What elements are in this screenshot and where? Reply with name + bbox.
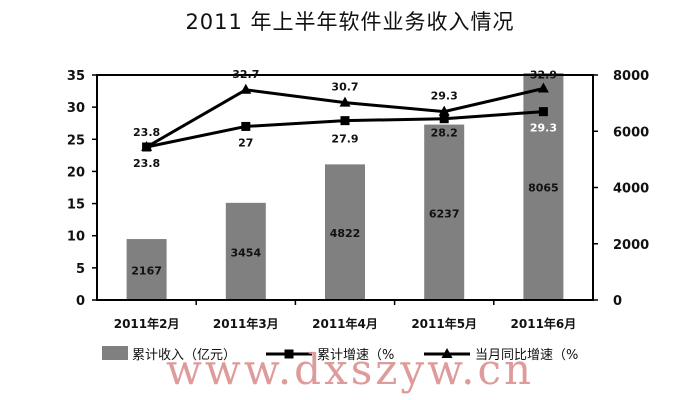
left-axis-tick-label: 20 — [67, 165, 85, 180]
marker-triangle-point — [141, 141, 153, 151]
left-axis-tick-label: 35 — [67, 69, 85, 84]
line-monthly-yoy-growth-label: 32.7 — [232, 68, 259, 81]
line-cumulative-growth-label: 29.3 — [530, 122, 557, 135]
marker-triangle-point — [537, 82, 549, 93]
right-axis-tick-label: 0 — [613, 294, 622, 309]
line-series — [141, 82, 549, 152]
x-axis-category-label: 2011年5月 — [411, 316, 477, 331]
marker-square-point — [538, 107, 548, 117]
bar-data-label: 6237 — [429, 207, 460, 220]
bar-cumulative-revenue — [126, 239, 167, 300]
x-axis-category-label: 2011年3月 — [213, 316, 279, 331]
legend-bar-label: 累计收入（亿元） — [132, 348, 236, 363]
legend: 累计收入（亿元） 累计增速（% 当月同比增速（% — [102, 346, 578, 363]
right-axis-tick-label: 4000 — [613, 182, 649, 197]
left-axis-tick-label: 30 — [67, 101, 85, 116]
marker-triangle-point — [240, 83, 252, 94]
legend-square-marker — [284, 349, 294, 359]
line-cumulative-growth-label: 27.9 — [331, 133, 358, 146]
bar-data-label: 3454 — [230, 246, 261, 259]
line-cumulative-growth-label: 27 — [238, 136, 253, 149]
line-cumulative-growth-label: 28.2 — [431, 127, 458, 140]
legend-triangle-line-label: 当月同比增速（% — [475, 348, 578, 363]
marker-triangle-point — [339, 96, 351, 107]
line-monthly-yoy-growth-label: 29.3 — [431, 90, 458, 103]
marker-square-point — [340, 116, 350, 126]
bar-data-label: 2167 — [131, 265, 162, 278]
line-monthly-yoy-growth-label: 23.8 — [133, 126, 160, 139]
chart-title: 2011 年上半年软件业务收入情况 — [185, 10, 515, 34]
line-cumulative-growth-label: 23.8 — [133, 157, 160, 170]
left-axis-tick-label: 0 — [76, 294, 85, 309]
left-axis-tick-label: 25 — [67, 133, 85, 148]
x-axis-category-label: 2011年2月 — [114, 316, 180, 331]
left-axis-tick-label: 10 — [67, 230, 85, 245]
right-axis-tick-label: 2000 — [613, 238, 649, 253]
bar-cumulative-revenue — [325, 164, 365, 300]
legend-triangle-marker — [441, 348, 453, 358]
marker-triangle-point — [438, 105, 450, 116]
line-monthly-yoy-growth-label: 32.9 — [530, 69, 557, 82]
marker-square-point — [241, 121, 251, 131]
axes: 0 5 10 15 20 25 30 35 0 2000 4000 6000 8000 2011年2月 20… — [67, 69, 649, 331]
bar-series — [126, 73, 564, 300]
right-axis-tick-label: 6000 — [613, 125, 649, 140]
left-axis-tick-label: 5 — [76, 262, 85, 277]
right-axis-tick-label: 8000 — [613, 69, 649, 84]
bar-cumulative-revenue — [225, 202, 266, 300]
x-axis-category-label: 2011年4月 — [312, 316, 378, 331]
left-axis-tick-label: 15 — [67, 198, 85, 213]
bar-data-label: 8065 — [528, 182, 559, 195]
marker-square-point — [439, 114, 449, 124]
line-monthly-yoy-growth-label: 30.7 — [331, 81, 358, 94]
x-axis-category-label: 2011年6月 — [511, 316, 577, 331]
watermark-text: www.dxszyw.cn — [166, 345, 534, 394]
legend-square-line-label: 累计增速（% — [317, 348, 394, 363]
bar-cumulative-revenue — [424, 124, 465, 300]
data-labels: 2167 3454 4822 6237 8065 23.8 27 27.9 28.2 29.3 23… — [131, 68, 558, 278]
bar-data-label: 4822 — [330, 227, 361, 240]
legend-bar-swatch — [102, 346, 128, 360]
